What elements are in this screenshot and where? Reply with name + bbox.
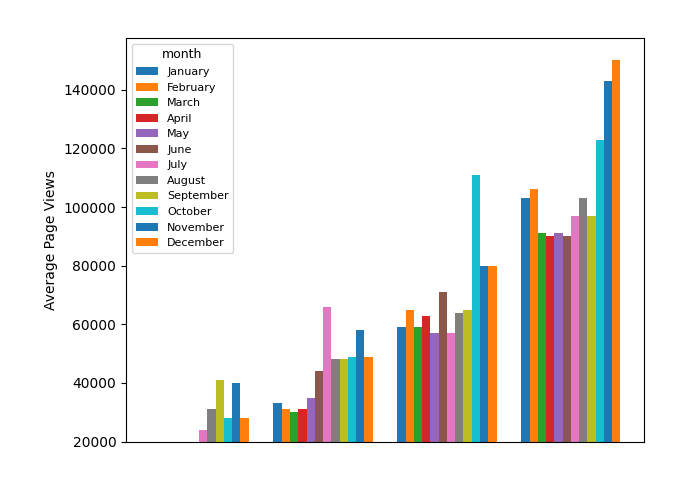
Bar [207,409,216,480]
Bar [489,265,496,480]
Legend: January, February, March, April, May, June, July, August, September, October, No: January, February, March, April, May, Ju… [132,44,233,252]
Bar [216,380,224,480]
Bar [612,60,620,480]
Bar [579,198,587,480]
Bar [323,307,331,480]
Bar [414,327,422,480]
Bar [430,333,439,480]
Bar [158,442,166,480]
Bar [348,357,356,480]
Bar [191,442,199,480]
Y-axis label: Average Page Views: Average Page Views [44,170,58,310]
Bar [530,190,538,480]
Bar [166,442,174,480]
Bar [307,397,315,480]
Bar [331,360,340,480]
Bar [538,233,546,480]
Bar [455,312,463,480]
Bar [298,409,307,480]
Bar [240,418,248,480]
Bar [290,412,298,480]
Bar [463,310,472,480]
Bar [546,236,554,480]
Bar [571,216,579,480]
Bar [150,442,158,480]
Bar [596,140,604,480]
Bar [232,383,240,480]
Bar [604,81,612,480]
Bar [281,409,290,480]
Bar [315,371,323,480]
Bar [340,360,348,480]
Bar [447,333,455,480]
Bar [406,310,414,480]
Bar [364,357,372,480]
Bar [224,418,232,480]
Bar [356,330,364,480]
Bar [439,292,447,480]
Bar [199,430,207,480]
Bar [174,442,183,480]
Bar [522,198,530,480]
Bar [274,404,281,480]
Bar [183,442,191,480]
Bar [472,175,480,480]
Bar [554,233,563,480]
Bar [587,216,596,480]
Bar [563,236,571,480]
Bar [422,315,430,480]
Bar [480,265,489,480]
Bar [398,327,406,480]
